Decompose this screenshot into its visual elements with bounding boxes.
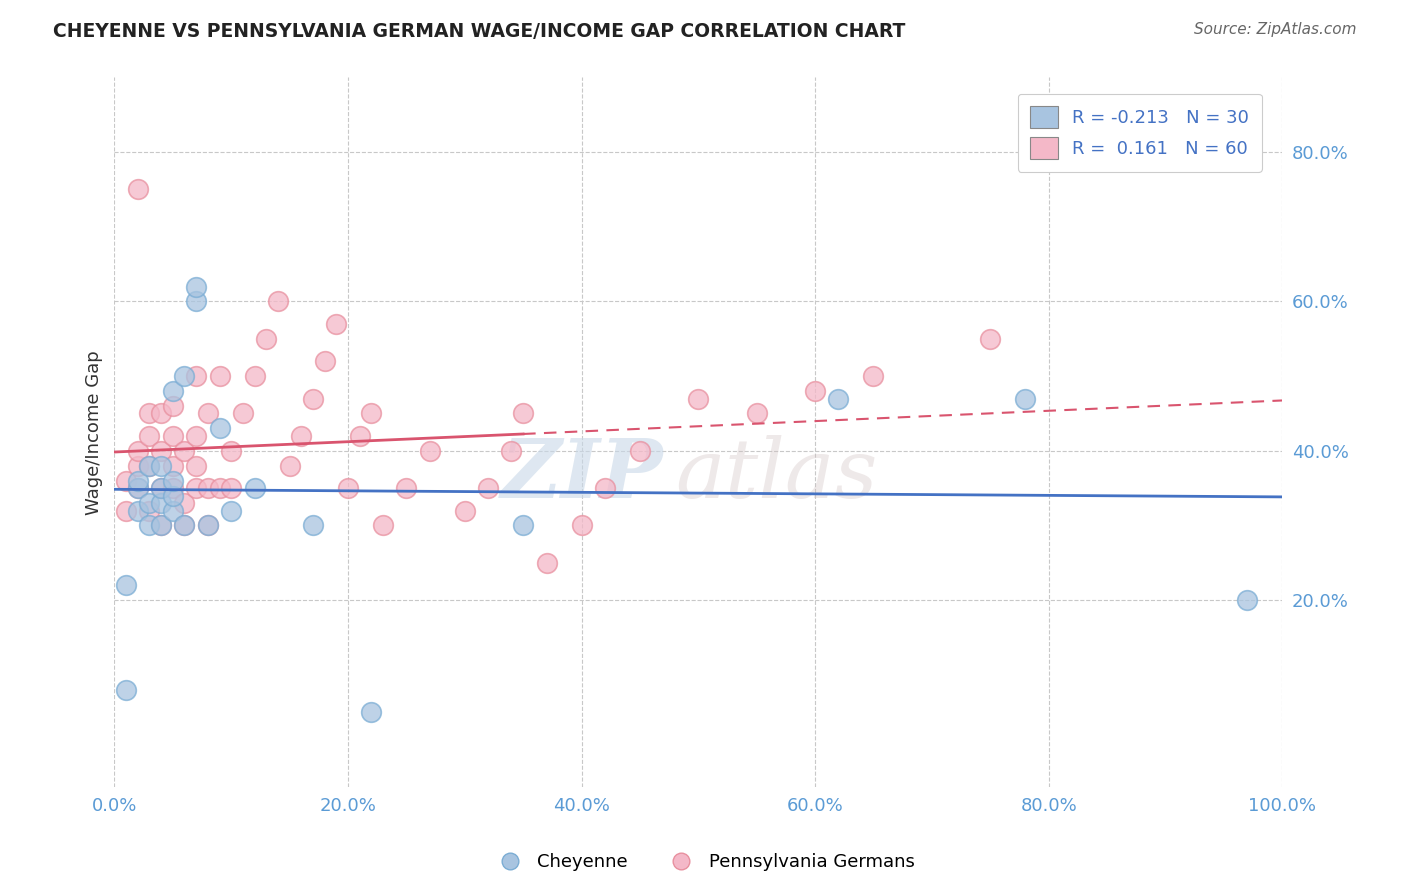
Point [127,474,149,488]
Point [186,294,208,309]
Point [138,458,160,473]
Point [302,518,325,533]
Point [219,481,242,495]
Point [243,481,266,495]
Point [278,458,301,473]
Point [186,481,208,495]
Point [360,407,382,421]
Y-axis label: Wage/Income Gap: Wage/Income Gap [86,350,103,515]
Point [138,458,160,473]
Point [162,429,184,443]
Legend: Cheyenne, Pennsylvania Germans: Cheyenne, Pennsylvania Germans [484,847,922,879]
Point [208,481,231,495]
Point [208,421,231,435]
Point [115,503,138,517]
Point [254,332,277,346]
Point [150,407,173,421]
Point [150,518,173,533]
Point [243,369,266,384]
Point [371,518,394,533]
Point [173,369,195,384]
Point [173,496,195,510]
Point [219,503,242,517]
Point [197,518,219,533]
Point [1014,392,1036,406]
Point [512,407,534,421]
Point [162,458,184,473]
Point [127,481,149,495]
Point [138,429,160,443]
Point [325,317,347,331]
Point [127,503,149,517]
Point [186,458,208,473]
Point [150,443,173,458]
Text: Source: ZipAtlas.com: Source: ZipAtlas.com [1194,22,1357,37]
Point [501,443,523,458]
Point [127,443,149,458]
Point [336,481,359,495]
Point [150,496,173,510]
Point [477,481,499,495]
Point [162,481,184,495]
Point [115,578,138,592]
Point [827,392,849,406]
Point [979,332,1001,346]
Point [208,369,231,384]
Point [219,443,242,458]
Point [302,392,325,406]
Point [314,354,336,368]
Point [290,429,312,443]
Point [150,518,173,533]
Legend: R = -0.213   N = 30, R =  0.161   N = 60: R = -0.213 N = 30, R = 0.161 N = 60 [1018,94,1261,172]
Point [512,518,534,533]
Text: CHEYENNE VS PENNSYLVANIA GERMAN WAGE/INCOME GAP CORRELATION CHART: CHEYENNE VS PENNSYLVANIA GERMAN WAGE/INC… [53,22,905,41]
Point [173,443,195,458]
Point [186,369,208,384]
Point [150,481,173,495]
Point [138,518,160,533]
Point [162,399,184,413]
Point [804,384,827,398]
Point [267,294,290,309]
Point [197,481,219,495]
Point [138,496,160,510]
Point [197,407,219,421]
Point [197,518,219,533]
Point [419,443,441,458]
Point [173,518,195,533]
Text: atlas: atlas [675,434,877,515]
Point [745,407,768,421]
Point [186,429,208,443]
Point [186,279,208,293]
Point [688,392,710,406]
Point [571,518,593,533]
Point [162,489,184,503]
Point [127,481,149,495]
Point [1236,593,1258,607]
Point [862,369,884,384]
Point [360,705,382,719]
Point [115,682,138,697]
Point [628,443,651,458]
Point [232,407,254,421]
Text: ZIP: ZIP [501,434,664,515]
Point [536,556,558,570]
Point [162,503,184,517]
Point [395,481,418,495]
Point [127,182,149,196]
Point [454,503,477,517]
Point [162,384,184,398]
Point [593,481,616,495]
Point [150,458,173,473]
Point [349,429,371,443]
Point [150,481,173,495]
Point [115,474,138,488]
Point [138,407,160,421]
Point [173,518,195,533]
Point [138,503,160,517]
Point [162,474,184,488]
Point [127,458,149,473]
